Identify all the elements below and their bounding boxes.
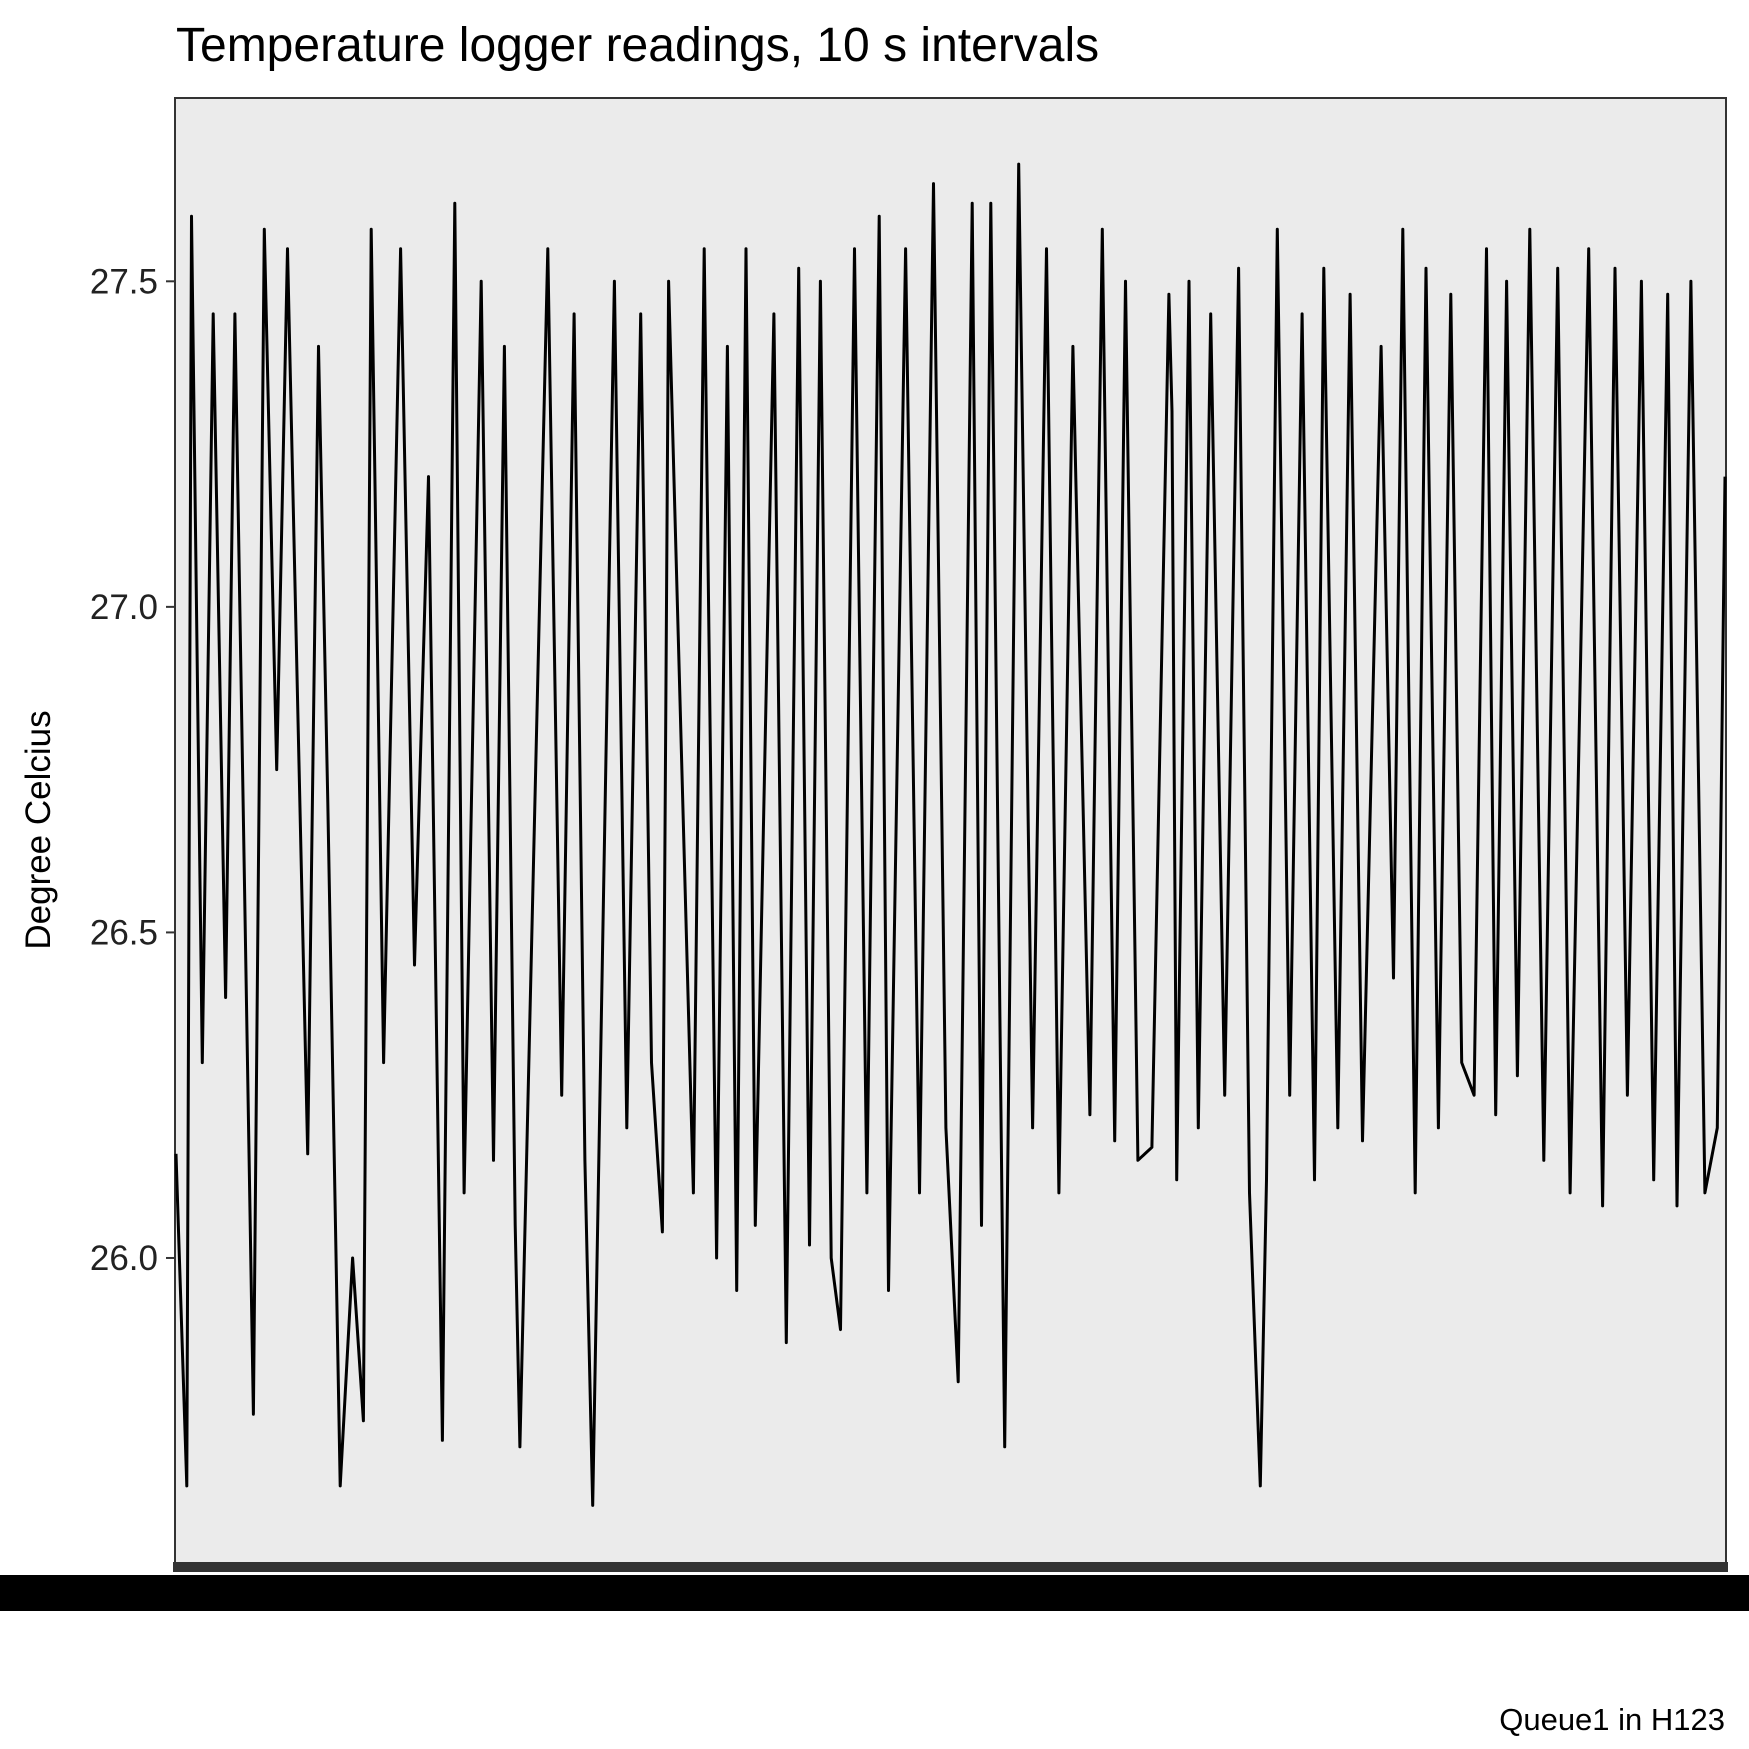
y-tick-label: 27.5 [90,262,158,301]
chart-caption: Queue1 in H123 [1499,1702,1725,1737]
y-axis: 26.0 26.5 27.0 27.5 [90,262,175,1278]
y-tick-label: 26.5 [90,913,158,952]
y-tick-label: 26.0 [90,1239,158,1278]
y-axis-title: Degree Celcius [19,710,58,949]
series-line [174,162,1727,1507]
x-tick-labels-overplotted [0,1575,1749,1611]
chart-title: Temperature logger readings, 10 s interv… [176,19,1099,72]
y-tick-label: 27.0 [90,588,158,627]
x-axis-band [173,1562,1728,1572]
